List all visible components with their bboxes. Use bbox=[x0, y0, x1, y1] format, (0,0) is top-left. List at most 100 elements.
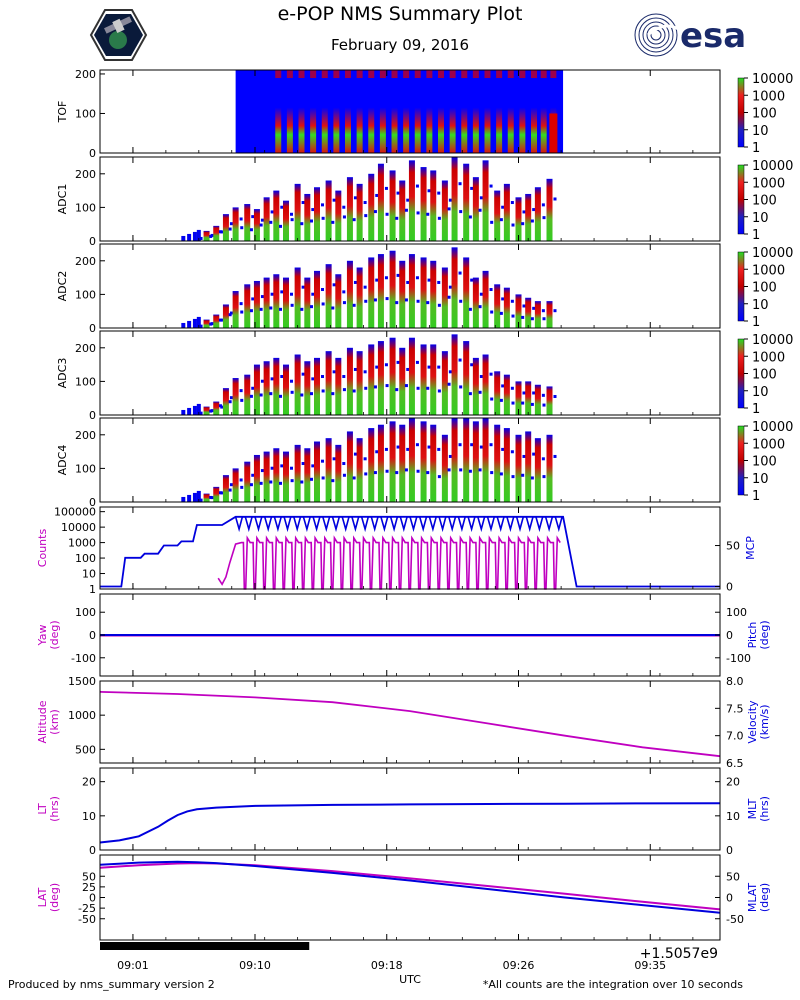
adc-scatter-mark bbox=[470, 443, 474, 447]
adc-scatter-mark bbox=[511, 314, 515, 318]
panel-frame bbox=[99, 680, 721, 764]
adc-scatter-mark bbox=[321, 302, 325, 306]
adc-scatter-mark bbox=[311, 292, 315, 296]
adc-scatter-mark bbox=[447, 468, 451, 472]
axis-label-line: (deg) bbox=[48, 620, 61, 649]
adc-peak-bar bbox=[515, 381, 522, 415]
adc-peak-bar bbox=[451, 334, 458, 415]
adc-peak-bar bbox=[377, 341, 384, 415]
adc-scatter-mark bbox=[489, 443, 493, 447]
adc-scatter-mark bbox=[363, 370, 367, 374]
y-axis-label: ADC2 bbox=[56, 271, 69, 302]
y-tick-label: 25 bbox=[82, 881, 96, 894]
colorbar-tick-label: 10 bbox=[752, 124, 769, 139]
adc-low-bar bbox=[196, 229, 201, 241]
adc-scatter-mark bbox=[458, 182, 462, 186]
tof-peak-column bbox=[414, 107, 421, 153]
adc-peak-bar bbox=[472, 357, 479, 415]
adc-peak-bar bbox=[213, 314, 220, 328]
y-tick-label: 0 bbox=[89, 322, 96, 335]
adc-scatter-mark bbox=[530, 219, 534, 223]
y-axis-label: TOF bbox=[56, 101, 69, 124]
adc-peak-bar bbox=[472, 277, 479, 328]
colorbar: 10000 1000 100 10 1 bbox=[737, 420, 793, 504]
panel-frame bbox=[99, 767, 721, 851]
tof-peak-column bbox=[321, 107, 328, 153]
adc-scatter-mark bbox=[437, 475, 441, 479]
axis-label-line: Counts bbox=[36, 529, 49, 568]
adc-peak-bar bbox=[244, 374, 251, 415]
adc-peak-bar bbox=[335, 190, 342, 241]
adc-scatter-mark bbox=[269, 392, 273, 396]
adc-scatter-mark bbox=[321, 375, 324, 379]
axis-label-line: (hrs) bbox=[48, 796, 61, 822]
y-axis-label: ADC4 bbox=[56, 445, 69, 476]
panel-frame bbox=[99, 417, 721, 503]
adc-peak-bar bbox=[263, 277, 270, 328]
adc-scatter-mark bbox=[199, 324, 203, 328]
adc-scatter-mark bbox=[342, 290, 346, 294]
y-tick-label: 100 bbox=[75, 201, 96, 214]
adc-scatter-mark bbox=[249, 309, 253, 313]
adc-scatter-mark bbox=[541, 393, 545, 397]
adc-scatter-mark bbox=[542, 216, 546, 220]
adc-scatter-mark bbox=[209, 322, 213, 326]
adc-peak-bar bbox=[377, 163, 384, 241]
adc-scatter-mark bbox=[479, 445, 483, 449]
adc-scatter-mark bbox=[437, 280, 441, 284]
colorbar-tick-label: 1 bbox=[752, 402, 760, 417]
tof-top-mark bbox=[333, 70, 340, 78]
tof-peak-column bbox=[438, 107, 444, 153]
adc-peak-bar bbox=[463, 341, 470, 415]
adc-peak-bar bbox=[408, 418, 415, 502]
adc-scatter-mark bbox=[228, 313, 232, 317]
adc-scatter-mark bbox=[406, 280, 410, 284]
panel-counts-mcp: 1 10 100 1000 10000 100000 0 50 Counts MCP bbox=[36, 506, 757, 596]
adc-scatter-mark bbox=[499, 398, 503, 402]
adc-scatter-mark bbox=[553, 454, 557, 458]
tof-peak-column bbox=[496, 107, 503, 153]
adc-scatter-mark bbox=[510, 386, 514, 390]
y-tick-label: 0 bbox=[89, 629, 96, 642]
x-tick-label: 09:26 bbox=[503, 959, 535, 972]
adc-peak-bar bbox=[441, 434, 448, 502]
adc-peak-bar bbox=[494, 424, 501, 502]
adc-scatter-mark bbox=[426, 212, 430, 216]
adc-peak-bar bbox=[222, 475, 229, 502]
colorbar-tick-label: 1000 bbox=[752, 437, 785, 452]
adc-scatter-mark bbox=[280, 375, 284, 379]
adc-scatter-mark bbox=[396, 445, 400, 449]
tof-top-mark bbox=[461, 70, 468, 78]
y-tick-label: 50 bbox=[726, 870, 740, 883]
colorbar-tick-label: 1000 bbox=[752, 350, 785, 365]
y-axis-label: LAT (deg) bbox=[36, 883, 61, 912]
adc-peak-bar bbox=[203, 230, 210, 241]
adc-scatter-mark bbox=[240, 485, 244, 489]
adc-scatter-mark bbox=[373, 471, 377, 475]
adc-scatter-mark bbox=[209, 409, 213, 413]
adc-scatter-mark bbox=[479, 196, 483, 200]
adc-scatter-mark bbox=[501, 297, 505, 301]
adc-scatter-mark bbox=[240, 310, 244, 314]
adc-scatter-mark bbox=[270, 292, 274, 296]
adc-peak-bar bbox=[399, 180, 406, 241]
adc-scatter-mark bbox=[530, 402, 534, 406]
footer-right: *All counts are the integration over 10 … bbox=[483, 978, 743, 991]
adc-scatter-mark bbox=[342, 473, 346, 477]
adc-peak-bar bbox=[314, 357, 320, 415]
adc-scatter-mark bbox=[228, 227, 232, 231]
adc-scatter-mark bbox=[426, 386, 430, 390]
adc-scatter-mark bbox=[415, 360, 419, 364]
adc-peak-bar bbox=[325, 264, 332, 328]
adc-peak-bar bbox=[294, 354, 301, 415]
adc-scatter-mark bbox=[510, 299, 514, 303]
adc-low-bar bbox=[192, 405, 197, 415]
tof-top-mark bbox=[531, 70, 537, 78]
adc-peak-bar bbox=[420, 167, 427, 241]
adc-peak-bar bbox=[304, 361, 311, 415]
adc-scatter-mark bbox=[459, 468, 463, 472]
tof-top-mark bbox=[519, 70, 526, 78]
panel-frame bbox=[99, 69, 721, 154]
tof-peak-column bbox=[298, 107, 305, 153]
adc-peak-bar bbox=[472, 421, 479, 502]
